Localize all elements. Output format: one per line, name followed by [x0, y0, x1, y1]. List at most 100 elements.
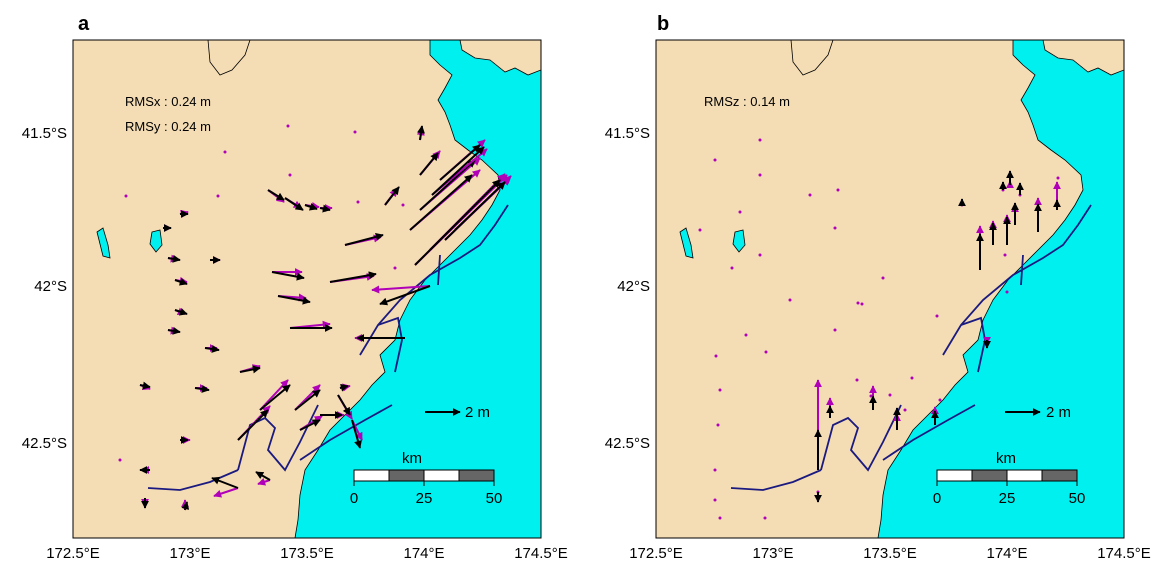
observed-arrow-a [194, 385, 210, 393]
observed-arrow-a [351, 419, 362, 449]
observed-arrow-a [454, 181, 506, 231]
faults-a [147, 204, 509, 491]
observed-arrow-a [431, 146, 485, 196]
station-dot-b [744, 333, 748, 337]
observed-arrow-a [417, 125, 425, 141]
lake-1-b [679, 227, 694, 259]
observed-arrow-a [174, 277, 188, 286]
y-tick-b-42: 42°S [617, 278, 650, 295]
observed-arrow-a [339, 383, 349, 392]
observed-arrow-a [259, 384, 291, 411]
observed-arrow-a [139, 381, 151, 390]
fault-b-6 [1020, 254, 1024, 286]
lake-1-a [96, 227, 111, 259]
station-dot-a [401, 203, 405, 207]
faults-b [730, 204, 1092, 491]
x-axis-b: 172.5°E 173°E 173.5°E 174°E 174.5°E [629, 545, 1151, 562]
x-tick-b-173: 173°E [752, 545, 793, 562]
station-dot-b [869, 394, 873, 398]
station-dot-a [353, 130, 357, 134]
observed-arrow-a [271, 271, 305, 281]
observed-arrow-a [284, 197, 304, 211]
frame-b [655, 39, 1125, 539]
scale-unit-b: km [996, 450, 1016, 467]
station-dot-b [738, 210, 742, 214]
scale-tick-a-25: 25 [416, 490, 433, 507]
y-axis-b: 41.5°S 42°S 42.5°S [605, 125, 650, 452]
station-dot-b [833, 226, 837, 230]
station-dot-b [833, 328, 837, 332]
observed-arrow-a [237, 409, 269, 441]
displacement-arrows-b [698, 138, 1061, 520]
station-dot-a [124, 194, 128, 198]
observed-arrow-a [277, 295, 311, 305]
panel-label-a: a [78, 13, 90, 35]
scale-tick-b-25: 25 [999, 490, 1016, 507]
station-dot-a [216, 194, 220, 198]
station-dot-b [788, 298, 792, 302]
observed-arrow-a [384, 186, 400, 206]
station-dot-b [860, 302, 864, 306]
station-dot-a [393, 266, 397, 270]
observed-arrow-a [181, 501, 190, 511]
rms-y-label: RMSy : 0.24 m [125, 119, 211, 134]
station-dot-b [938, 398, 942, 402]
station-dot-a [223, 150, 227, 154]
fault-b-5 [960, 316, 986, 373]
x-tick-b-173.5: 173.5°E [863, 545, 917, 562]
frame-a [72, 39, 542, 539]
observed-arrow-a [344, 232, 384, 246]
observed-arrow-a [239, 365, 261, 374]
station-dot-b [1005, 290, 1009, 294]
rms-x-label: RMSx : 0.24 m [125, 94, 211, 109]
station-dot-b [698, 228, 702, 232]
observed-arrow-a [409, 174, 473, 231]
station-dot-b [903, 408, 907, 412]
x-tick-a-173.5: 173.5°E [280, 545, 334, 562]
fault-b-1 [730, 469, 822, 491]
observed-arrow-a [319, 204, 331, 213]
displacement-arrows-a [118, 124, 512, 511]
observed-arrow-a [174, 307, 188, 316]
station-dot-a [286, 124, 290, 128]
fault-b-3 [882, 404, 976, 461]
station-dot-a [356, 200, 360, 204]
station-dot-a [118, 458, 122, 462]
station-dot-b [730, 266, 734, 270]
scale-tick-a-0: 0 [350, 490, 358, 507]
station-dot-b [855, 378, 859, 382]
station-dot-b [1003, 253, 1007, 257]
observed-arrow-a [419, 159, 476, 211]
sea-b [877, 40, 1124, 538]
station-dot-b [713, 158, 717, 162]
observed-arrow-a [439, 144, 481, 181]
scale-tick-b-50: 50 [1069, 490, 1086, 507]
map-b [656, 40, 1124, 538]
station-dot-b [856, 301, 860, 305]
panel-a: a RMSx : 0.24 m RMSy : 0.24 m 2 m [22, 13, 568, 562]
station-dot-a [288, 173, 292, 177]
observed-arrow-a [211, 476, 239, 489]
x-tick-a-173: 173°E [169, 545, 210, 562]
modeled-arrow-a [213, 487, 239, 498]
x-tick-b-172.5: 172.5°E [629, 545, 683, 562]
modeled-arrow-a [371, 285, 431, 294]
scale-unit-a: km [402, 450, 422, 467]
y-tick-a-42.5: 42.5°S [22, 435, 67, 452]
station-dot-b [713, 468, 717, 472]
station-dot-b [718, 388, 722, 392]
x-tick-b-174: 174°E [986, 545, 1027, 562]
scale-bar-a: km 0 25 50 [350, 450, 503, 507]
station-dot-b [881, 276, 885, 280]
fault-a-5 [377, 316, 403, 373]
station-dot-b [713, 498, 717, 502]
x-tick-a-174: 174°E [403, 545, 444, 562]
observed-arrow-a [167, 326, 181, 335]
north-island-b [1042, 40, 1124, 76]
station-dot-b [758, 173, 762, 177]
station-dot-b [758, 253, 762, 257]
station-dot-b [910, 376, 914, 380]
map-a [73, 40, 541, 538]
station-dot-b [718, 516, 722, 520]
station-dot-b [808, 193, 812, 197]
